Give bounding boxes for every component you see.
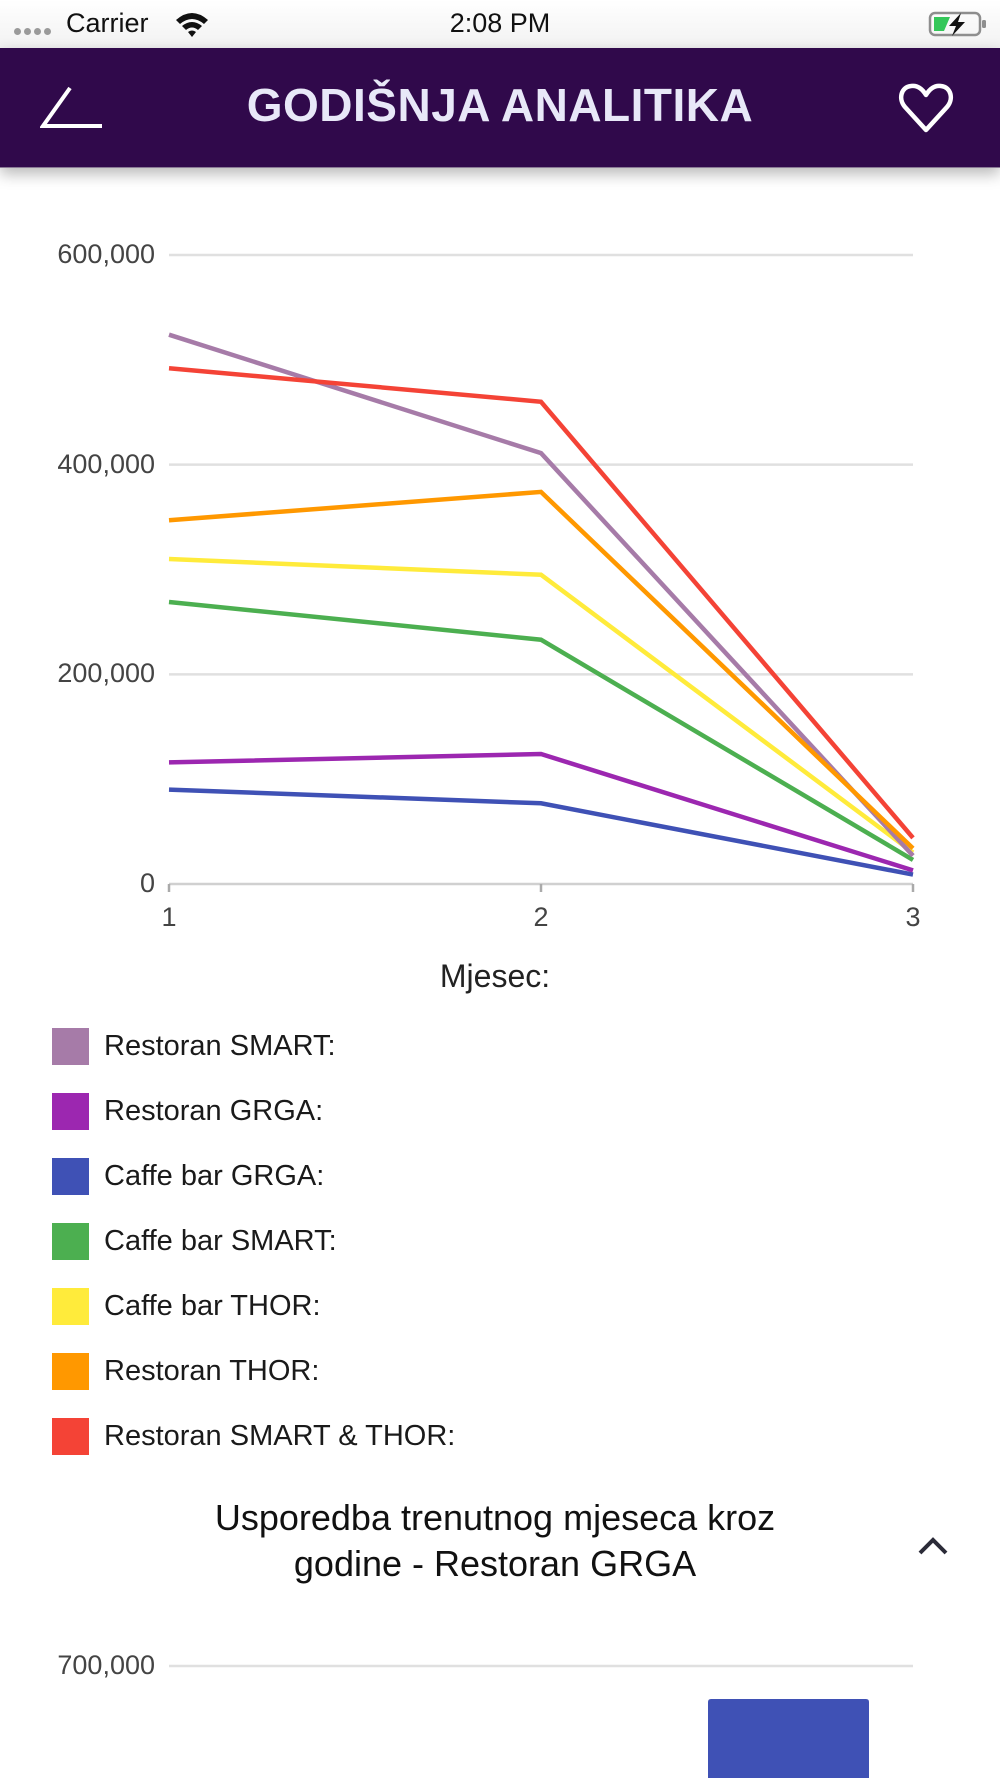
legend-item[interactable]: Restoran SMART & THOR: [52, 1416, 455, 1456]
x-tick-label: 1 [161, 902, 177, 932]
y-tick-label: 600,000 [57, 239, 155, 269]
page-title: GODIŠNJA ANALITIKA [246, 79, 754, 131]
bar [708, 1699, 869, 1778]
legend-label: Restoran SMART & THOR: [104, 1419, 456, 1452]
y-tick-label: 200,000 [57, 658, 155, 689]
legend-label: Caffe bar THOR: [104, 1289, 321, 1322]
legend-label: Restoran THOR: [104, 1354, 320, 1387]
legend-label: Restoran SMART: [104, 1029, 336, 1062]
nav-bar: GODIŠNJA ANALITIKA [0, 48, 1000, 168]
x-tick-label: 2 [533, 902, 549, 932]
heart-outline-icon[interactable] [898, 82, 954, 134]
line-chart-plot [167, 253, 915, 892]
legend-swatch [52, 1287, 89, 1325]
clock: 2:08 PM [449, 8, 551, 38]
legend-item[interactable]: Restoran THOR: [52, 1351, 319, 1391]
signal-dots-icon [14, 28, 51, 35]
legend-swatch [52, 1157, 89, 1195]
bar-chart-plot [169, 1664, 913, 1778]
series-line-0 [168, 332, 915, 858]
series-line-4 [168, 556, 915, 855]
legend-item[interactable]: Restoran SMART: [52, 1026, 336, 1066]
section-title-line1: Usporedba trenutnog mjeseca kroz [214, 1497, 776, 1538]
legend-swatch [52, 1352, 89, 1390]
y-tick-label: 700,000 [57, 1650, 155, 1680]
legend-item[interactable]: Caffe bar THOR: [52, 1286, 321, 1326]
legend-label: Restoran GRGA: [104, 1094, 324, 1127]
section-title: Usporedba trenutnog mjeseca kroz godine … [140, 1495, 850, 1587]
section-title-line2: godine - Restoran GRGA [293, 1543, 697, 1584]
legend-swatch [52, 1417, 89, 1455]
bar-chart-grga: 700,000 [0, 1640, 1000, 1778]
legend-swatch [52, 1027, 89, 1065]
series-line-1 [168, 751, 914, 873]
x-tick-label: 3 [905, 902, 921, 932]
chevron-up-icon[interactable] [916, 1533, 950, 1557]
legend-label: Caffe bar SMART: [104, 1224, 337, 1257]
x-axis-label: Mjesec: [439, 958, 551, 994]
series-line-3 [168, 599, 915, 862]
battery-charging-icon [928, 11, 986, 37]
legend-item[interactable]: Caffe bar GRGA: [52, 1156, 324, 1196]
series-line-6 [168, 365, 915, 840]
legend-swatch [52, 1092, 89, 1130]
back-angle-icon[interactable] [40, 86, 106, 130]
legend-swatch [52, 1222, 89, 1260]
legend-item[interactable]: Restoran GRGA: [52, 1091, 323, 1131]
series-line-2 [168, 787, 914, 877]
y-tick-label: 0 [139, 868, 155, 898]
legend-label: Caffe bar GRGA: [104, 1159, 325, 1192]
y-tick-label: 400,000 [57, 448, 155, 479]
wifi-icon [176, 13, 208, 37]
status-bar: Carrier 2:08 PM [0, 0, 1000, 48]
legend-item[interactable]: Caffe bar SMART: [52, 1221, 337, 1261]
line-chart: 0 200,000 400,000 600,000 1 2 3 Mjesec: [0, 168, 1000, 1008]
carrier-label: Carrier [66, 8, 149, 38]
series-line-5 [168, 489, 915, 850]
